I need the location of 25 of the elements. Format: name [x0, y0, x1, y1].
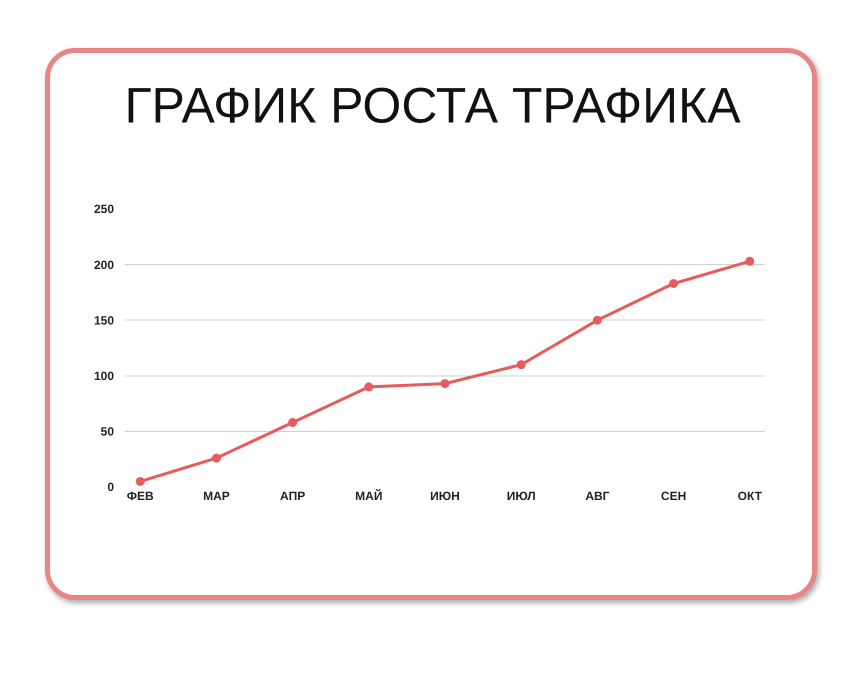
- point: [288, 418, 298, 427]
- point: [136, 476, 145, 486]
- x-tick-label: ОКТ: [738, 489, 763, 503]
- x-tick-label: ИЮЛ: [506, 489, 536, 503]
- point: [440, 379, 450, 388]
- x-tick-label: МАЙ: [355, 489, 382, 503]
- point: [669, 279, 678, 288]
- point: [745, 256, 754, 266]
- x-tick-label: ИЮН: [430, 489, 460, 503]
- y-tick-label: 50: [100, 424, 114, 439]
- y-tick-label: 250: [94, 202, 114, 216]
- y-tick-label: 200: [94, 258, 114, 272]
- y-tick-label: 100: [94, 369, 114, 383]
- x-tick-label: ФЕВ: [126, 489, 154, 503]
- x-tick-label: МАР: [203, 489, 230, 503]
- y-tick-label: 0: [107, 480, 114, 494]
- point: [212, 454, 221, 463]
- chart-title: ГРАФИК РОСТА ТРАФИКА: [124, 78, 742, 134]
- point: [592, 316, 602, 325]
- x-tick-label: СЕН: [660, 489, 686, 503]
- point: [516, 360, 526, 370]
- point: [364, 382, 374, 392]
- y-tick-label: 150: [94, 313, 114, 328]
- x-tick-label: АПР: [280, 489, 306, 503]
- x-tick-label: АВГ: [585, 489, 610, 503]
